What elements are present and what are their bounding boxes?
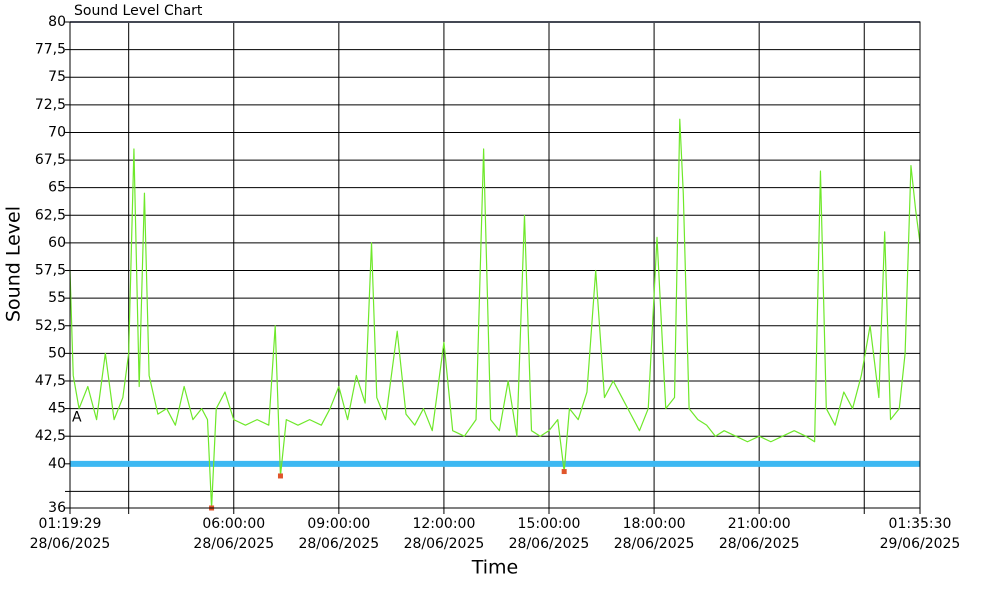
y-tick-label: 40 <box>48 456 66 472</box>
x-tick-label: 28/06/2025 <box>298 536 379 552</box>
y-tick-label: 75 <box>48 69 66 85</box>
x-tick-label: 15:00:00 <box>518 516 581 532</box>
x-tick-label: 29/06/2025 <box>880 536 961 552</box>
x-tick-label: 28/06/2025 <box>30 536 111 552</box>
x-tick-label: 18:00:00 <box>623 516 686 532</box>
plot-area <box>70 22 920 508</box>
y-tick-label: 42,5 <box>35 428 66 444</box>
x-tick-label: 28/06/2025 <box>614 536 695 552</box>
y-tick-label: 67,5 <box>35 152 66 168</box>
x-tick-label: 09:00:00 <box>307 516 370 532</box>
y-tick-label: 45 <box>48 401 66 417</box>
plot-border <box>69 21 921 509</box>
x-tick-label: 06:00:00 <box>202 516 265 532</box>
x-tick-label: 01:35:30 <box>889 516 952 532</box>
y-tick-label: 80 <box>48 14 66 30</box>
chart-title: Sound Level Chart <box>74 3 203 19</box>
annotation: A <box>72 409 82 425</box>
y-tick-label: 65 <box>48 180 66 196</box>
y-tick-label: 47,5 <box>35 373 66 389</box>
y-tick-label: 57,5 <box>35 263 66 279</box>
marker <box>561 469 567 475</box>
y-tick-label: 60 <box>48 235 66 251</box>
x-tick-label: 12:00:00 <box>412 516 475 532</box>
y-tick-label: 77,5 <box>35 42 66 58</box>
x-tick-label: 01:19:29 <box>39 516 102 532</box>
x-tick-label: 21:00:00 <box>728 516 791 532</box>
y-tick-label: 50 <box>48 345 66 361</box>
x-tick-label: 28/06/2025 <box>404 536 485 552</box>
y-tick-label: 62,5 <box>35 207 66 223</box>
y-tick-label: 52,5 <box>35 318 66 334</box>
x-tick-label: 28/06/2025 <box>509 536 590 552</box>
marker <box>277 473 283 479</box>
x-axis-title: Time <box>471 557 519 579</box>
x-tick-label: 28/06/2025 <box>719 536 800 552</box>
y-tick-label: 55 <box>48 290 66 306</box>
x-tick-label: 28/06/2025 <box>193 536 274 552</box>
y-axis-title: Sound Level <box>3 206 25 322</box>
y-tick-label: 36 <box>48 500 66 516</box>
y-tick-label: 72,5 <box>35 97 66 113</box>
data-line <box>69 118 921 509</box>
y-tick-label: 70 <box>48 124 66 140</box>
